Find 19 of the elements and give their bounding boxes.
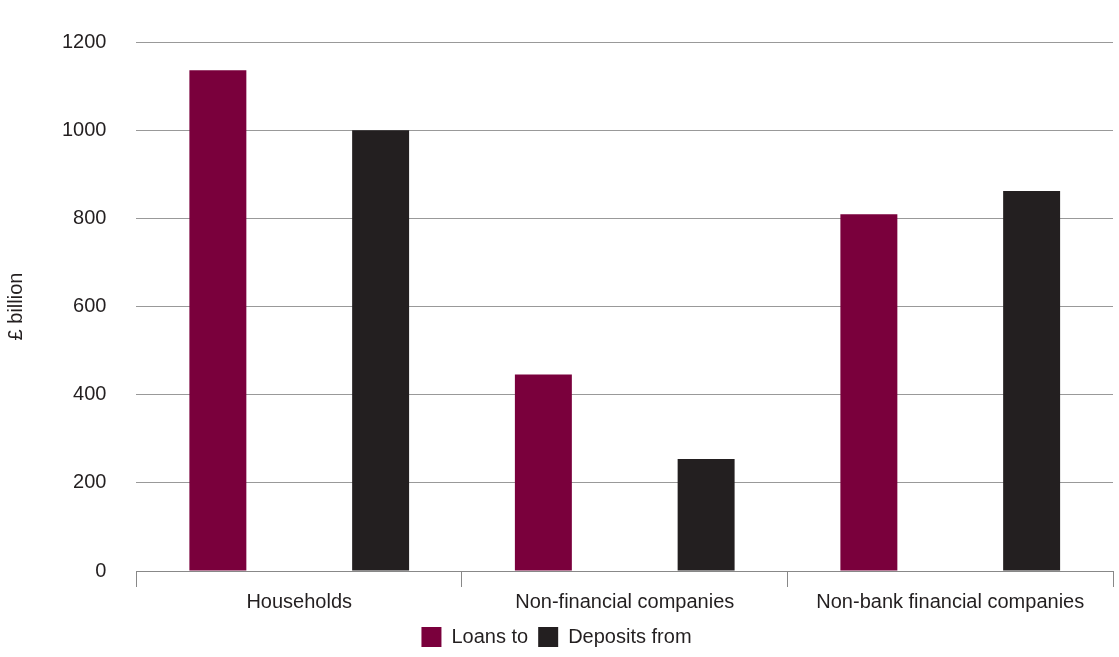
y-tick-label: 200 bbox=[73, 470, 107, 493]
bar bbox=[677, 459, 735, 571]
y-axis-title: £ billion bbox=[3, 272, 26, 341]
x-tick-label: Households bbox=[246, 589, 353, 612]
y-tick-label: 1200 bbox=[61, 29, 107, 52]
bar bbox=[840, 214, 898, 571]
x-tick-label: Non-financial companies bbox=[515, 589, 735, 612]
legend-label: Loans to bbox=[451, 624, 529, 647]
y-tick-label: 600 bbox=[73, 294, 107, 317]
legend-label: Deposits from bbox=[568, 624, 692, 647]
bar bbox=[189, 70, 247, 571]
bar bbox=[352, 130, 410, 571]
y-tick-label: 400 bbox=[73, 382, 107, 405]
y-tick-label: 0 bbox=[95, 558, 107, 581]
x-tick-label: Non-bank financial companies bbox=[816, 589, 1085, 612]
bar bbox=[1003, 191, 1061, 571]
bar bbox=[514, 374, 572, 571]
y-tick-label: 1000 bbox=[61, 117, 107, 140]
y-tick-label: 800 bbox=[73, 205, 107, 228]
